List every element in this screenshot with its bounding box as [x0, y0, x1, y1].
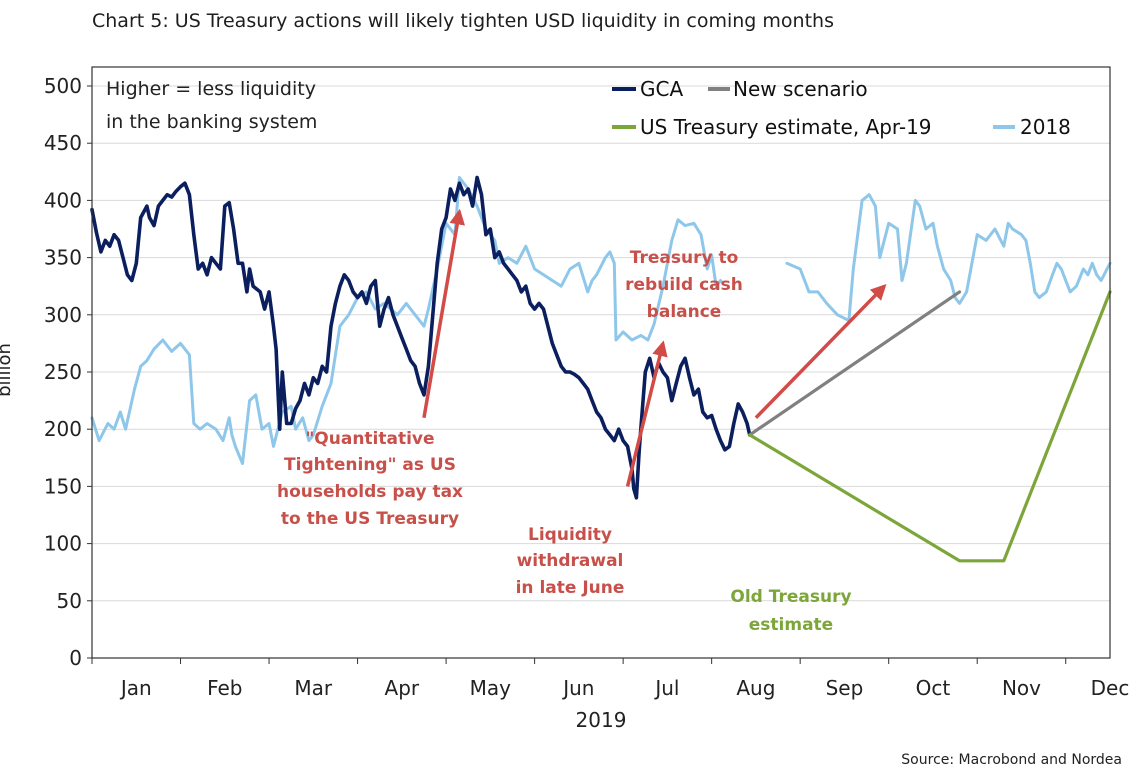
- y-tick-label-300: 300: [44, 303, 82, 327]
- x-tick-label-dec: Dec: [1091, 676, 1130, 700]
- legend-label-treasury-estimate: US Treasury estimate, Apr-19: [640, 115, 932, 139]
- annotation-qt-line-2: Tightening" as US: [284, 455, 456, 475]
- annotation-arrow-1: [422, 208, 465, 419]
- series-line-gca: [90, 175, 752, 500]
- x-axis-label: 2019: [576, 708, 627, 732]
- legend-label-2018: 2018: [1020, 115, 1071, 139]
- y-tick-label-0: 0: [69, 646, 82, 670]
- source-note: Source: Macrobond and Nordea: [901, 752, 1122, 768]
- y-tick-label-400: 400: [44, 188, 82, 212]
- y-tick-label-100: 100: [44, 532, 82, 556]
- annotation-june-line-2: withdrawal: [517, 551, 624, 571]
- y-tick-label-450: 450: [44, 131, 82, 155]
- annotation-qt: "Quantitative Tightening" as US househol…: [277, 429, 463, 529]
- annotation-june-line-3: in late June: [516, 578, 625, 598]
- annotation-old-estimate-line-2: estimate: [749, 615, 833, 635]
- annotation-qt-line-1: "Quantitative: [305, 429, 434, 449]
- annotation-treasury-rebuild: Treasury to rebuild cash balance: [625, 248, 743, 322]
- annotation-june-line-1: Liquidity: [528, 525, 612, 545]
- y-tick-label-150: 150: [44, 474, 82, 498]
- y-tick-label-50: 50: [57, 589, 82, 613]
- annotation-arrow-2: [625, 340, 668, 487]
- x-tick-label-oct: Oct: [916, 676, 951, 700]
- axes: 0 50 100 150 200 250 300 350 400 450 500 Jan Feb Mar A…: [44, 74, 1130, 700]
- x-tick-label-may: May: [470, 676, 512, 700]
- series-line-new-scenario: [748, 290, 962, 437]
- x-tick-label-mar: Mar: [294, 676, 333, 700]
- y-axis-label: billion: [0, 343, 15, 397]
- x-tick-label-sep: Sep: [826, 676, 864, 700]
- series-line-us-treasury-estimate-apr-19: [748, 290, 1112, 563]
- y-tick-label-500: 500: [44, 74, 82, 98]
- note-line-1: Higher = less liquidity: [106, 78, 316, 100]
- y-tick-label-250: 250: [44, 360, 82, 384]
- y-tick-label-200: 200: [44, 417, 82, 441]
- plot-frame: [91, 66, 1111, 659]
- annotation-rebuild-line-3: balance: [647, 302, 722, 322]
- x-tick-label-jan: Jan: [119, 676, 152, 700]
- annotation-qt-line-3: households pay tax: [277, 482, 463, 502]
- series-line-2018: [90, 176, 724, 465]
- grid-lines: [92, 85, 1110, 602]
- x-tick-label-nov: Nov: [1002, 676, 1041, 700]
- note-line-2: in the banking system: [106, 111, 317, 133]
- x-tick-label-jul: Jul: [653, 676, 679, 700]
- y-tick-label-350: 350: [44, 246, 82, 270]
- annotation-old-estimate: Old Treasury estimate: [730, 587, 851, 635]
- x-tick-label-aug: Aug: [736, 676, 775, 700]
- x-tick-label-feb: Feb: [207, 676, 242, 700]
- legend: GCA New scenario US Treasury estimate, A…: [612, 77, 1071, 139]
- x-tick-label-jun: Jun: [561, 676, 594, 700]
- annotations: [422, 208, 887, 487]
- legend-label-new-scenario: New scenario: [733, 77, 868, 101]
- x-tick-label-apr: Apr: [385, 676, 420, 700]
- annotation-old-estimate-line-1: Old Treasury: [730, 587, 851, 607]
- chart-title: Chart 5: US Treasury actions will likely…: [92, 10, 834, 32]
- series-group: [90, 175, 1112, 563]
- annotation-arrow-3: [754, 283, 887, 419]
- annotation-june: Liquidity withdrawal in late June: [516, 525, 625, 598]
- annotation-rebuild-line-1: Treasury to: [630, 248, 739, 268]
- annotation-rebuild-line-2: rebuild cash: [625, 275, 743, 295]
- series-line-2018-part-2: [785, 193, 1112, 322]
- annotation-qt-line-4: to the US Treasury: [281, 509, 459, 529]
- legend-label-gca: GCA: [640, 77, 683, 101]
